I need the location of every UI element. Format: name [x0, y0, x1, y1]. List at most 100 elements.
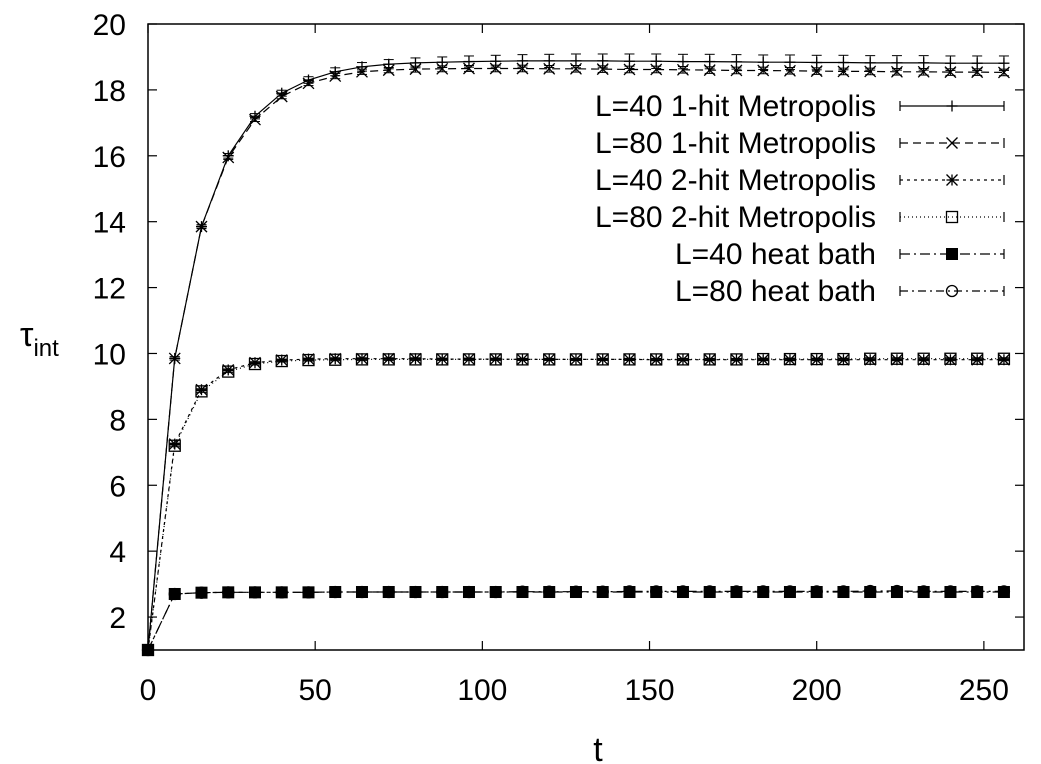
series-line: [147, 358, 1004, 651]
data-point: [944, 57, 956, 69]
data-point: [917, 65, 930, 78]
data-point: [249, 113, 261, 126]
y-tick-label: 20: [93, 9, 126, 42]
data-point: [837, 57, 849, 69]
data-point: [463, 62, 475, 75]
data-point: [918, 57, 930, 69]
data-point: [302, 586, 315, 599]
x-tick-label: 250: [959, 674, 1009, 707]
data-point: [302, 77, 315, 90]
data-point: [944, 585, 957, 598]
y-tick-label: 8: [109, 404, 126, 437]
legend-label: L=80 heat bath: [675, 275, 876, 308]
data-point: [222, 151, 235, 164]
data-point: [543, 62, 556, 75]
data-point: [730, 64, 743, 77]
data-point: [890, 352, 904, 365]
data-point: [168, 439, 181, 452]
data-point: [570, 62, 582, 75]
data-point: [677, 56, 689, 68]
data-point: [409, 353, 422, 366]
data-point: [329, 353, 342, 366]
legend-marker: [946, 100, 958, 112]
y-axis-label: τint: [20, 316, 59, 362]
data-point: [543, 55, 555, 67]
legend-label: L=40 heat bath: [675, 238, 876, 271]
data-point: [409, 585, 422, 599]
data-point: [810, 65, 823, 78]
legend-label: L=40 1-hit Metropolis: [595, 90, 876, 123]
data-point: [917, 352, 930, 365]
legend-marker: [946, 137, 958, 149]
data-point: [195, 220, 208, 233]
data-point: [623, 585, 636, 598]
y-tick-label: 10: [93, 338, 126, 371]
data-point: [302, 353, 315, 367]
data-point: [757, 56, 769, 68]
data-point: [597, 55, 609, 67]
data-point: [168, 352, 181, 365]
data-point: [730, 353, 743, 366]
data-point: [730, 56, 742, 68]
legend-entry-2: L=80 1-hit Metropolis: [595, 127, 1005, 160]
data-point: [650, 585, 663, 598]
data-point: [382, 585, 395, 599]
data-point: [864, 57, 876, 69]
data-point: [382, 64, 395, 77]
data-point: [891, 57, 903, 69]
data-point: [355, 353, 369, 366]
data-point: [703, 64, 716, 77]
y-axis-label-sub: int: [33, 335, 59, 362]
legend-entry-3: L=40 2-hit Metropolis: [595, 164, 1005, 197]
data-point: [998, 57, 1010, 69]
data-point: [275, 90, 288, 103]
legend-entry-5: L=40 heat bath: [675, 238, 1005, 271]
data-point: [783, 352, 797, 366]
legend-label: L=40 2-hit Metropolis: [595, 164, 876, 197]
data-point: [168, 587, 181, 601]
data-point: [329, 585, 342, 599]
x-tick-label: 150: [624, 674, 674, 707]
data-point: [596, 353, 609, 366]
y-tick-label: 2: [109, 602, 126, 635]
data-point: [730, 585, 743, 598]
data-point: [436, 62, 449, 75]
legend-label: L=80 2-hit Metropolis: [595, 201, 876, 234]
plot-frame: [147, 23, 1025, 651]
data-point: [409, 63, 422, 76]
y-tick-label: 16: [93, 141, 126, 174]
data-point: [971, 57, 983, 69]
data-point: [356, 65, 368, 78]
data-point: [195, 385, 208, 398]
data-point: [650, 63, 663, 76]
data-point: [811, 57, 823, 69]
series-line: [147, 358, 1004, 651]
data-point: [944, 66, 957, 79]
series-4: [141, 352, 1011, 657]
data-point: [757, 64, 770, 77]
data-point: [864, 352, 877, 365]
x-tick-label: 200: [792, 674, 842, 707]
data-point: [676, 585, 690, 598]
data-point: [462, 353, 476, 366]
data-point: [516, 55, 528, 67]
data-point: [489, 585, 502, 599]
legend-marker: [945, 210, 959, 224]
data-point: [436, 585, 449, 599]
data-point: [890, 65, 903, 78]
series-6: [141, 584, 1011, 657]
data-point: [275, 354, 288, 368]
plot-area: [147, 23, 1025, 651]
series-line: [147, 591, 1004, 651]
data-point: [623, 55, 635, 67]
data-point: [248, 357, 262, 371]
data-point: [275, 586, 288, 599]
x-tick-label: 50: [298, 674, 331, 707]
y-tick-label: 12: [93, 273, 126, 306]
data-point: [890, 584, 904, 598]
data-point: [917, 585, 930, 598]
legend-marker: [945, 284, 959, 298]
series-2: [142, 62, 1010, 656]
data-point: [516, 62, 529, 75]
